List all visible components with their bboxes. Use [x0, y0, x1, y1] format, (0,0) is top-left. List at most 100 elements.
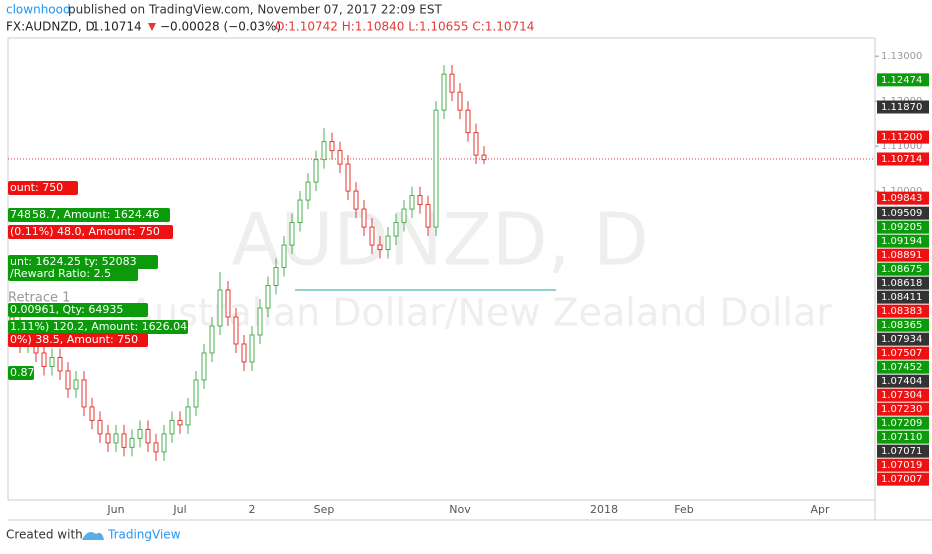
published: published on TradingView.com, November 0…: [68, 3, 443, 17]
order-label: 1.11%) 120.2, Amount: 1626.04: [10, 320, 187, 333]
candle-body: [401, 208, 407, 224]
order-label-box: [8, 366, 34, 380]
order-label-box: [30, 208, 170, 222]
price-flag-label: 1.07404: [881, 376, 922, 387]
y-tick-label: 1.10000: [881, 186, 922, 197]
order-label-box: [8, 181, 78, 195]
candle-body: [281, 244, 287, 269]
candle-body: [257, 307, 263, 336]
candle-body: [329, 141, 335, 152]
candle-body: [121, 433, 127, 448]
candle-body: [425, 204, 431, 228]
candle-body: [465, 109, 471, 134]
watermark-sub: Australian Dollar/New Zealand Dollar: [128, 291, 832, 335]
price-flag-label: 1.07230: [881, 404, 922, 415]
candle-body: [73, 379, 79, 390]
candle-body: [105, 433, 111, 444]
price-flag: [877, 290, 929, 304]
candle-body: [41, 352, 47, 367]
author[interactable]: clownhood: [6, 3, 71, 17]
x-tick-label: Jul: [172, 503, 186, 516]
brand[interactable]: TradingView: [107, 528, 181, 542]
candle-body: [449, 73, 455, 93]
candle-body: [177, 419, 183, 426]
y-tick-label: 1.13000: [881, 51, 922, 62]
candle-body: [129, 437, 135, 448]
candle-body: [433, 109, 439, 228]
price-flag: [877, 444, 929, 458]
price-flag-label: 1.09205: [881, 222, 922, 233]
price: 1.10714: [92, 20, 142, 34]
candle-body: [89, 406, 95, 421]
candle-body: [377, 244, 383, 251]
candle-body: [225, 289, 231, 318]
price-flag: [877, 346, 929, 360]
candle-body: [81, 379, 87, 408]
price-flag-label: 1.11200: [881, 132, 922, 143]
price-flag-label: 1.07304: [881, 390, 922, 401]
candle-body: [161, 433, 167, 453]
candle-body: [265, 285, 271, 309]
candle-body: [385, 235, 391, 251]
price-flag-label: 1.08365: [881, 320, 922, 331]
order-label-box: [8, 255, 158, 269]
candle-body: [209, 325, 215, 354]
candle-body: [65, 370, 71, 390]
y-tick-label: 1.11000: [881, 141, 922, 152]
ohlc: O:1.10742 H:1.10840 L:1.10655 C:1.10714: [275, 20, 534, 34]
price-flag: [877, 262, 929, 276]
order-label: 58.7, Amount: 1624.46: [32, 208, 159, 221]
candle-body: [57, 356, 63, 372]
candle-body: [289, 222, 295, 246]
candle-body: [217, 289, 223, 327]
price-flag-label: 1.09509: [881, 208, 922, 219]
candle-body: [97, 419, 103, 435]
price-flag-label: 1.12474: [881, 75, 922, 86]
candle-body: [345, 163, 351, 192]
price-flag-label: 1.08383: [881, 306, 922, 317]
price-flag: [877, 416, 929, 430]
price-flag-label: 1.07110: [881, 432, 922, 443]
price-flag: [877, 220, 929, 234]
candle-body: [361, 208, 367, 228]
order-label-box: [8, 333, 148, 347]
candle-body: [481, 154, 487, 161]
x-tick-label: Nov: [449, 503, 471, 516]
price-flag-label: 1.09194: [881, 236, 922, 247]
price-flag-label: 1.07934: [881, 334, 922, 345]
price-flag-label: 1.08675: [881, 264, 922, 275]
order-label: ount: 750: [10, 181, 63, 194]
candle-body: [193, 379, 199, 408]
x-tick-label: Feb: [674, 503, 693, 516]
price-flag: [877, 318, 929, 332]
candle-body: [473, 132, 479, 156]
candle-body: [49, 356, 55, 367]
price-flag-label: 1.11870: [881, 102, 922, 113]
price-flag-label: 1.09843: [881, 193, 922, 204]
candle-body: [305, 181, 311, 201]
order-label-box: [8, 303, 148, 317]
order-label: unt: 1624.25 ty: 52083: [10, 255, 137, 268]
x-tick-label: Sep: [314, 503, 335, 516]
x-tick-label: 2018: [590, 503, 618, 516]
order-label-box: [8, 320, 188, 334]
candle-body: [417, 195, 423, 206]
price-flag: [877, 276, 929, 290]
change: −0.00028 (−0.03%): [160, 20, 281, 34]
price-flag: [877, 206, 929, 220]
candle-body: [457, 91, 463, 111]
price-flag-label: 1.08411: [881, 292, 922, 303]
price-flag-label: 1.07209: [881, 418, 922, 429]
order-label: 0.87: [10, 366, 35, 379]
price-flag: [877, 374, 929, 388]
candle-body: [249, 334, 255, 363]
price-flag: [877, 304, 929, 318]
candle-body: [441, 73, 447, 111]
candle-body: [273, 267, 279, 287]
price-flag: [877, 100, 929, 114]
candle-body: [145, 428, 151, 444]
created-with: Created with: [6, 528, 83, 542]
candle-body: [137, 428, 143, 439]
